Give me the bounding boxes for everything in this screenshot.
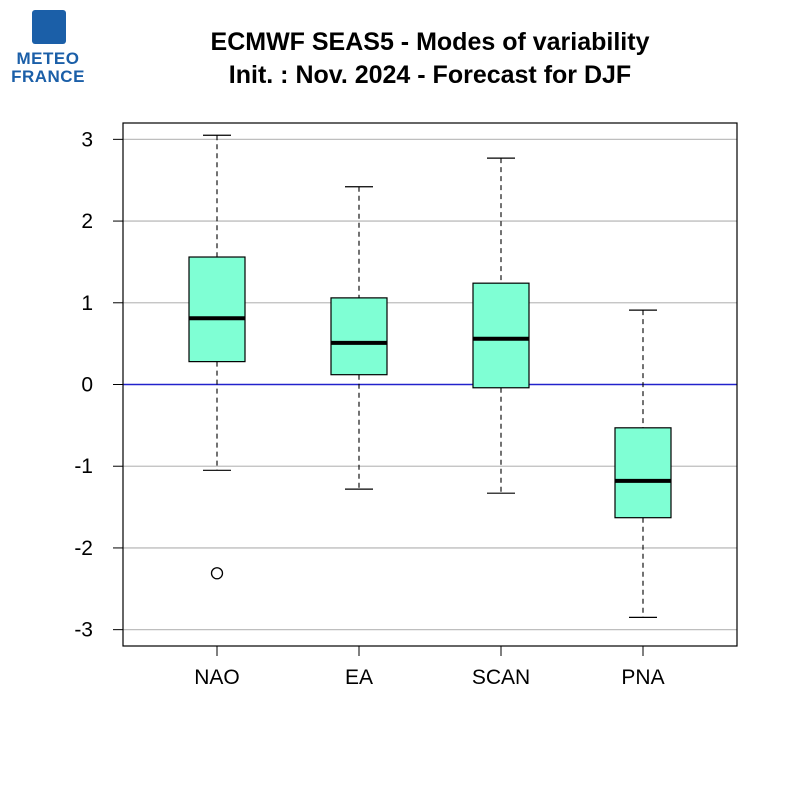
logo-text-line1: METEO (16, 49, 80, 68)
iqr-box (472, 282, 530, 389)
y-tick-label: 3 (81, 128, 93, 151)
x-tick-label: PNA (621, 666, 664, 689)
y-tick-label: -1 (74, 455, 93, 478)
iqr-box (188, 256, 246, 363)
y-tick-label: 1 (81, 292, 93, 315)
x-tick-label: EA (345, 666, 373, 689)
y-tick-label: -3 (74, 619, 93, 642)
y-tick-label: 2 (81, 210, 93, 233)
box-ea (330, 186, 388, 490)
x-tick-label: NAO (194, 666, 240, 689)
meteo-france-logo: METEO FRANCE (6, 10, 90, 90)
box-scan (472, 157, 530, 494)
logo-text-line2: FRANCE (11, 67, 85, 86)
iqr-box (330, 297, 388, 376)
y-tick-label: 0 (81, 374, 93, 397)
box-pna (614, 309, 672, 618)
x-tick-label: SCAN (472, 666, 530, 689)
iqr-box (614, 427, 672, 519)
axes-group: -3 -2 -1 0 1 2 3 NAO EA SCAN PNA (74, 122, 738, 689)
grid-lines (123, 138, 737, 631)
chart-title-line2: Init. : Nov. 2024 - Forecast for DJF (228, 61, 632, 89)
boxes-group (188, 134, 672, 618)
chart-title-line1: ECMWF SEAS5 - Modes of variability (210, 28, 650, 56)
y-tick-label: -2 (74, 537, 93, 560)
logo-emblem-icon (32, 10, 66, 44)
box-nao (188, 134, 246, 580)
outlier-point (210, 567, 224, 580)
plot-frame (122, 122, 738, 647)
chart-title: ECMWF SEAS5 - Modes of variability Init.… (100, 26, 760, 92)
